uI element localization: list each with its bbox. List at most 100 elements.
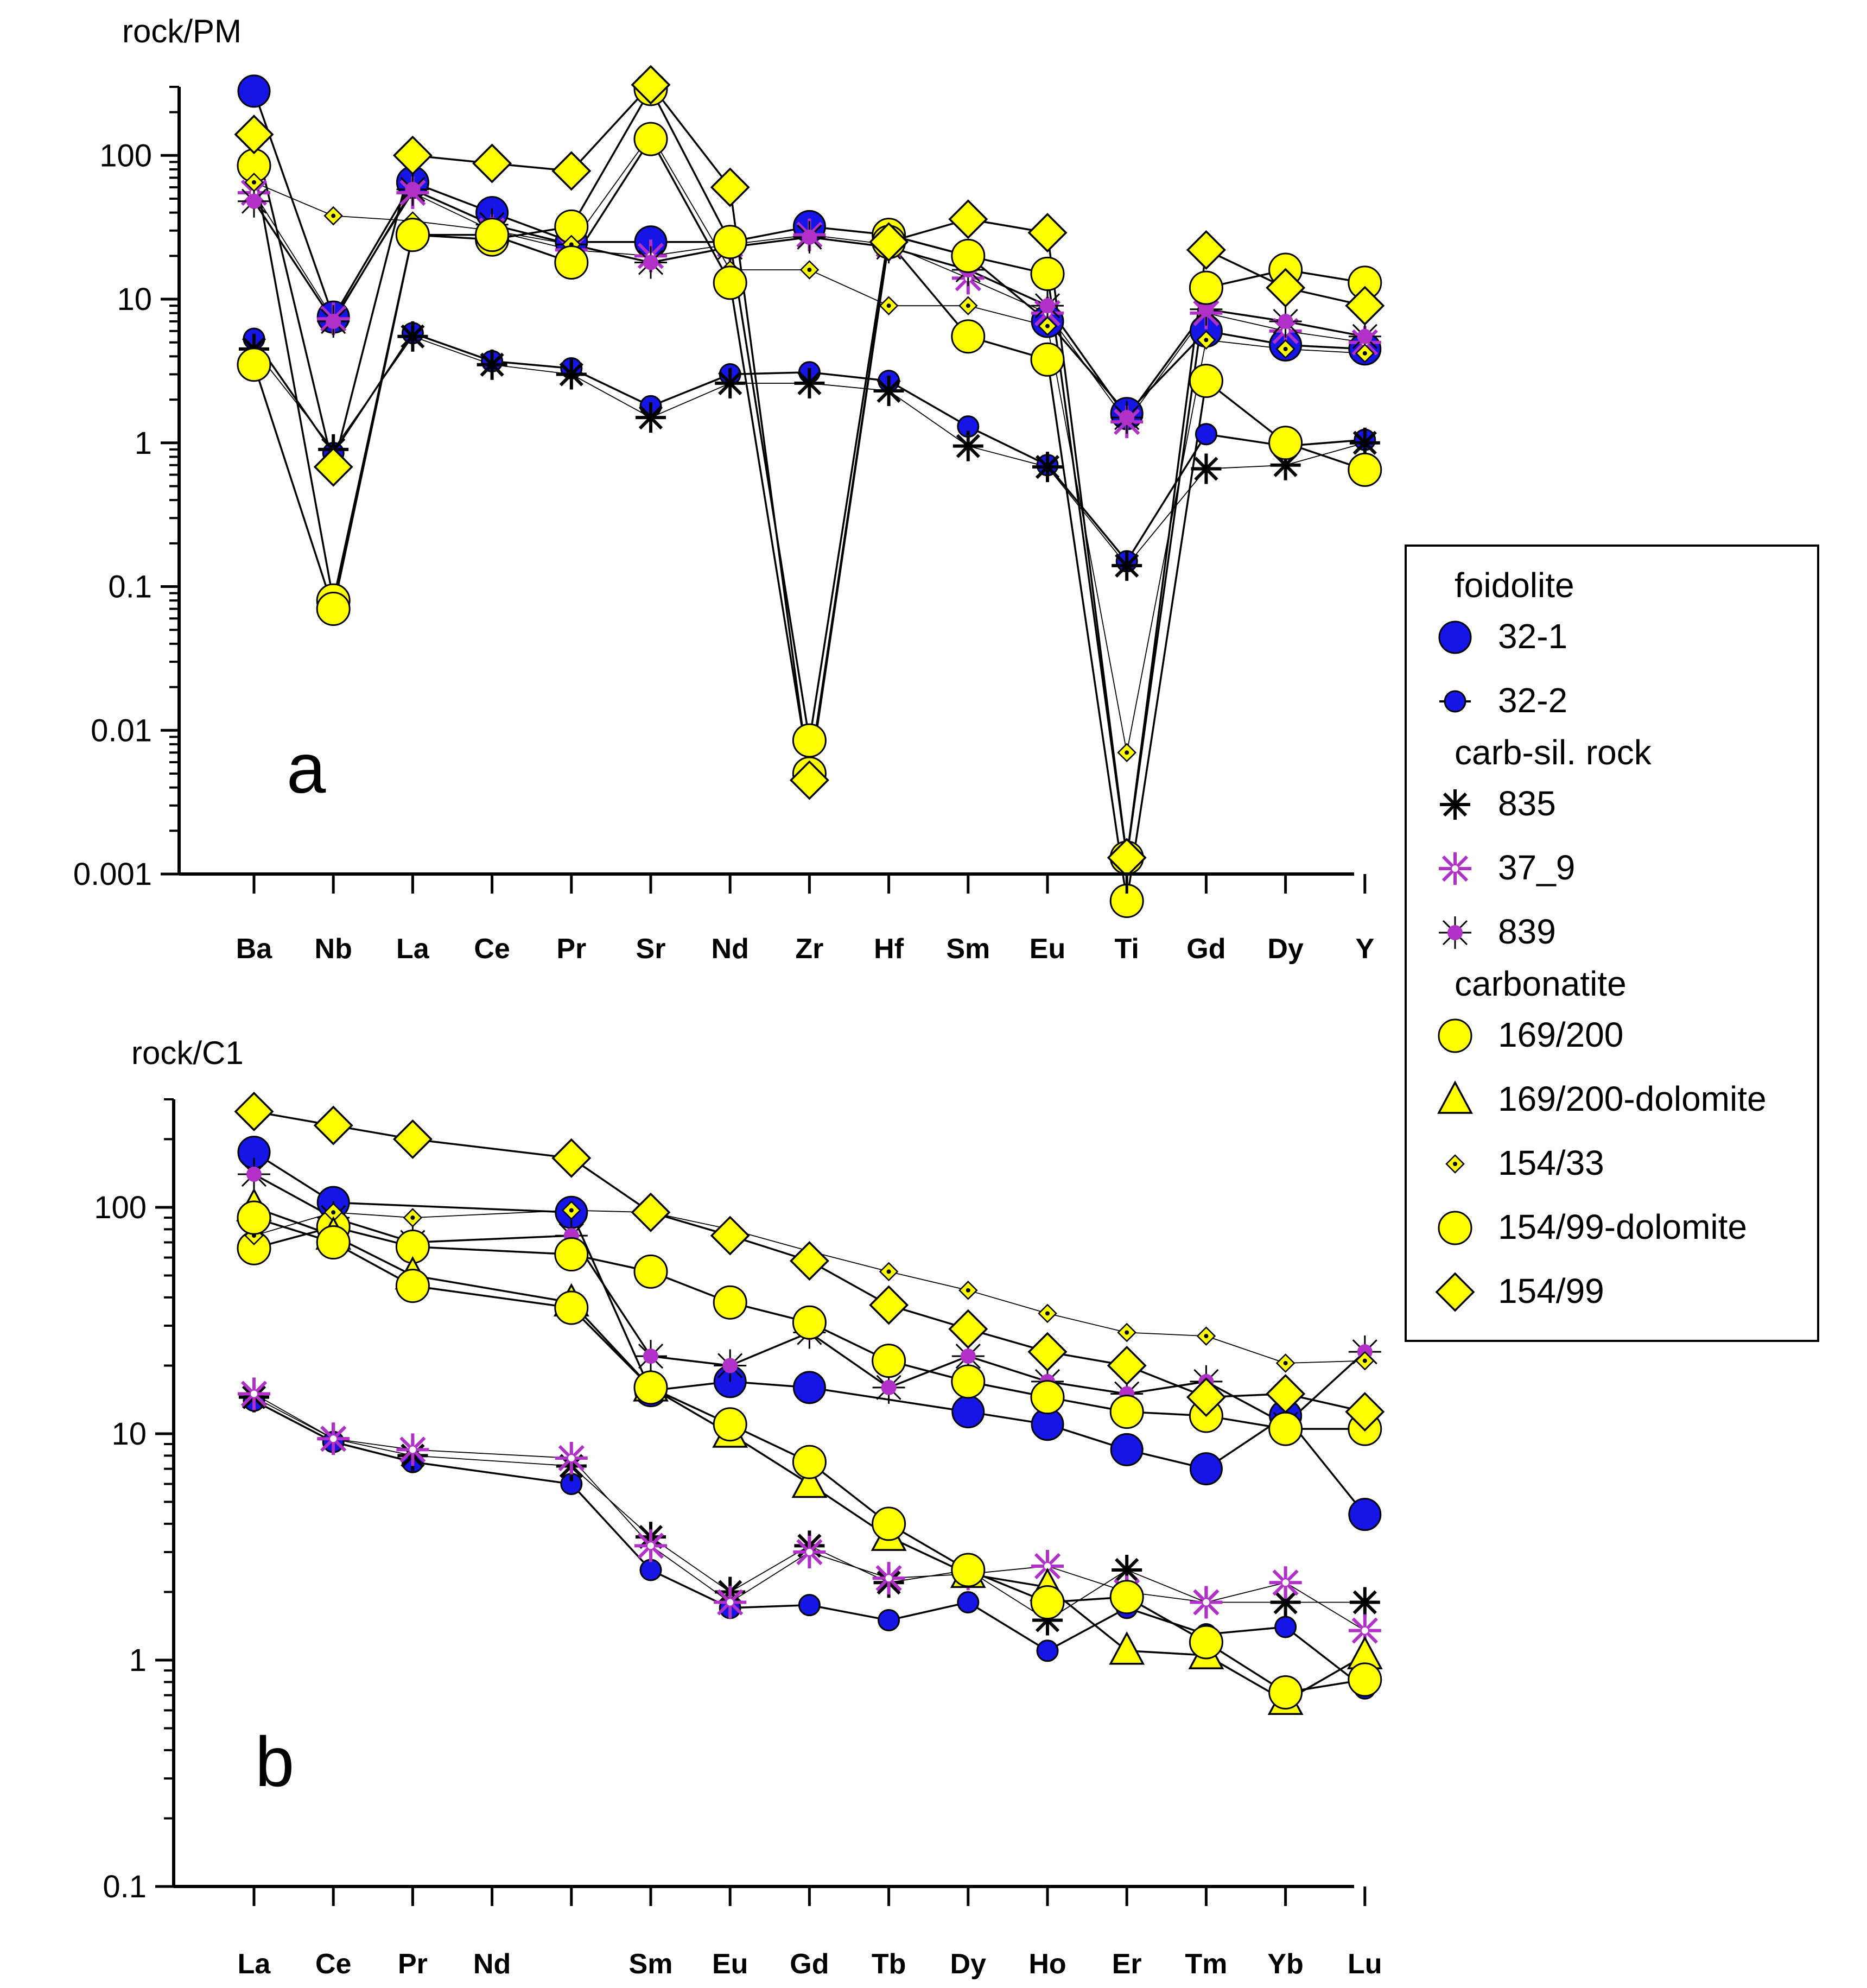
data-point-154/99-dolomite <box>316 1225 351 1260</box>
legend-marker-835 <box>1440 789 1470 820</box>
series-line-839 <box>253 1173 1366 1426</box>
data-point-839 <box>1109 400 1144 435</box>
data-point-154/99 <box>710 168 750 207</box>
data-point-154/99-dolomite <box>951 1553 986 1587</box>
data-point-169/200 <box>1030 1380 1065 1415</box>
x-tick-label: La <box>238 1948 271 1980</box>
data-point-32-1 <box>1348 1498 1382 1531</box>
x-tick-label: Nd <box>712 933 749 965</box>
data-point-835 <box>1350 1587 1380 1618</box>
data-point-169/200 <box>1109 1395 1144 1429</box>
data-point-154/99-dolomite <box>633 1370 668 1405</box>
data-point-37_9 <box>1190 1586 1222 1619</box>
data-point-154/99 <box>1107 1346 1146 1385</box>
data-point-32-1 <box>951 1395 985 1429</box>
legend-marker-32-1 <box>1438 621 1472 654</box>
legend-item-169/200-dolomite: 169/200-dolomite <box>1498 1079 1767 1118</box>
x-tick-label: Ti <box>1115 933 1139 965</box>
data-point-839 <box>633 1339 668 1373</box>
data-point-835 <box>794 368 824 398</box>
data-point-154/99 <box>393 1119 433 1159</box>
x-tick-label: Sr <box>636 933 666 965</box>
data-point-154/99-dolomite <box>1189 364 1223 398</box>
x-tick-label: Pr <box>556 933 586 965</box>
data-point-154/99-dolomite <box>316 592 351 626</box>
data-point-37_9 <box>714 1586 746 1619</box>
data-point-154/33 <box>323 206 343 225</box>
legend-item-154/33: 154/33 <box>1498 1143 1604 1182</box>
legend-group-label: carb-sil. rock <box>1455 733 1652 772</box>
data-point-839 <box>1268 304 1303 339</box>
legend-item-154/99-dolomite: 154/99-dolomite <box>1498 1207 1747 1246</box>
data-point-169/200 <box>713 1285 747 1320</box>
x-tick-label: Nd <box>473 1948 511 1980</box>
x-tick-label: Nb <box>315 933 352 965</box>
data-point-154/99-dolomite <box>554 245 589 280</box>
data-point-835 <box>397 321 428 352</box>
x-tick-label: Pr <box>398 1948 428 1980</box>
x-tick-label: Hf <box>874 933 904 965</box>
x-tick-label: Ho <box>1028 1948 1066 1980</box>
data-point-32-1 <box>1110 1433 1144 1466</box>
data-point-154/99-dolomite <box>237 347 271 382</box>
data-point-835 <box>715 368 745 398</box>
data-point-154/33 <box>1197 1326 1216 1346</box>
data-point-154/99-dolomite <box>1348 1662 1382 1697</box>
x-tick-label: Er <box>1112 1948 1142 1980</box>
panel-b-ylabel: rock/C1 <box>131 1035 244 1071</box>
data-point-154/99-dolomite <box>792 1445 827 1479</box>
panel-a-ylabel: rock/PM <box>122 13 242 49</box>
y-tick-label: 1 <box>135 426 152 461</box>
data-point-169/200 <box>1189 270 1223 305</box>
data-point-37_9 <box>793 1536 825 1568</box>
data-point-154/99 <box>393 136 433 175</box>
data-point-154/99 <box>1028 1332 1067 1371</box>
data-point-154/99-dolomite <box>713 265 747 300</box>
data-point-169/200 <box>792 723 827 758</box>
legend-group-label: foidolite <box>1455 566 1574 605</box>
data-point-37_9 <box>317 1422 350 1455</box>
x-tick-label: Ba <box>236 933 273 965</box>
data-point-169/200 <box>872 1344 906 1378</box>
data-point-32-2 <box>798 1594 821 1617</box>
data-point-169/200-dolomite <box>1109 1632 1144 1665</box>
data-point-154/33 <box>1117 1323 1136 1342</box>
data-point-835 <box>636 402 666 433</box>
y-tick-label: 0.001 <box>73 857 152 892</box>
x-tick-label: Tb <box>872 1948 906 1980</box>
data-point-154/99 <box>1028 213 1067 252</box>
data-point-32-2 <box>957 1591 980 1614</box>
data-point-169/200 <box>951 238 986 273</box>
data-point-154/99 <box>552 1138 591 1178</box>
series-line-37_9 <box>253 1393 1366 1631</box>
y-tick-label: 0.1 <box>103 1869 147 1904</box>
data-point-154/33 <box>1117 743 1136 762</box>
series-line-169/200-dolomite <box>253 1206 1366 1702</box>
y-tick-label: 0.01 <box>91 713 152 748</box>
x-tick-label: Sm <box>629 1948 673 1980</box>
x-tick-label: Zr <box>795 933 823 965</box>
legend-item-835: 835 <box>1498 784 1556 823</box>
data-point-37_9 <box>634 1529 667 1562</box>
data-point-154/33 <box>1038 1304 1057 1323</box>
y-tick-label: 0.1 <box>108 569 152 605</box>
data-point-37_9 <box>555 1442 588 1474</box>
data-point-169/200 <box>792 1305 827 1340</box>
legend-item-839: 839 <box>1498 912 1556 951</box>
data-point-154/99 <box>1186 230 1226 270</box>
legend-marker-37_9 <box>1439 852 1471 885</box>
data-point-32-2 <box>1195 423 1217 446</box>
data-point-169/200 <box>1268 1411 1303 1446</box>
y-tick-label: 100 <box>99 138 152 173</box>
data-point-154/99 <box>234 1092 274 1131</box>
data-point-154/99-dolomite <box>1268 1675 1303 1710</box>
data-point-154/99 <box>314 447 353 486</box>
data-point-37_9 <box>396 1433 429 1466</box>
panel-a-label: a <box>287 729 326 808</box>
data-point-154/33 <box>958 1281 978 1300</box>
legend-group-label: carbonatite <box>1455 964 1627 1003</box>
data-point-37_9 <box>1269 1566 1302 1599</box>
x-tick-label: Tm <box>1185 1948 1227 1980</box>
data-point-32-2 <box>878 1609 900 1632</box>
data-point-154/99-dolomite <box>1268 426 1303 460</box>
